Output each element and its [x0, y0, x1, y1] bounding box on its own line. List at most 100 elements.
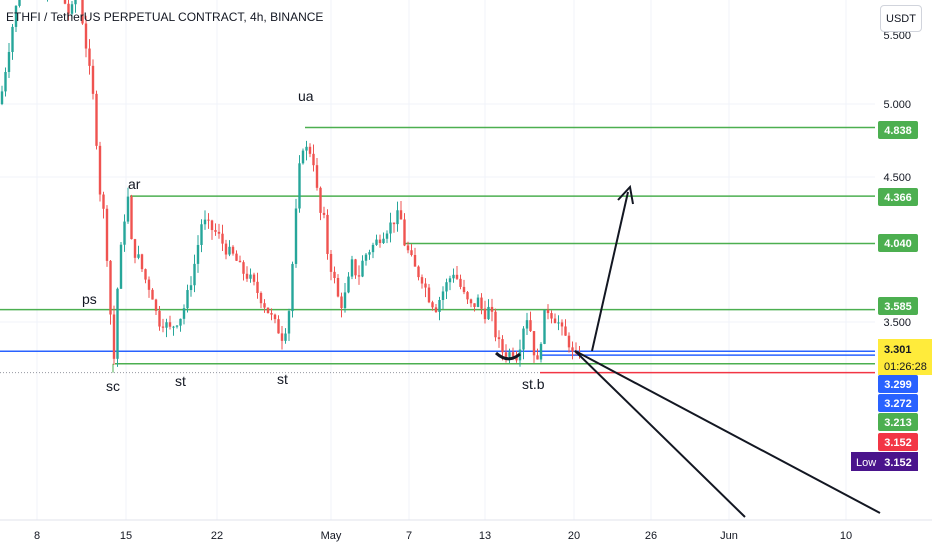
candle-down: [466, 292, 469, 300]
candle-up: [74, 0, 77, 5]
candle-down: [564, 326, 567, 336]
currency-button[interactable]: USDT: [880, 5, 922, 32]
candle-up: [301, 150, 305, 164]
y-tick-label: 4.500: [883, 172, 911, 184]
candle-down: [133, 239, 137, 258]
candle-down: [315, 165, 319, 188]
candle-down: [504, 352, 508, 357]
candle-up: [525, 320, 529, 329]
candle-up: [438, 300, 441, 312]
candle-up: [123, 221, 126, 245]
candle-down: [410, 250, 413, 256]
candle-up: [361, 260, 364, 277]
candle-up: [165, 322, 168, 328]
candle-up: [343, 292, 347, 308]
candle-down: [403, 219, 406, 246]
candle-up: [175, 325, 179, 327]
candle-down: [322, 212, 326, 215]
candlestick-series: [0, 0, 581, 367]
time-axis[interactable]: 8 15 22 May 7 13 20 26 Jun 10: [0, 519, 932, 542]
x-tick-label: 22: [211, 530, 223, 542]
candle-up: [368, 252, 371, 255]
x-tick-label: May: [321, 530, 342, 542]
candle-down: [259, 292, 263, 304]
candle-down: [571, 347, 574, 352]
candle-down: [413, 255, 417, 267]
candle-up: [445, 282, 448, 292]
candle-up: [249, 274, 252, 279]
candle-down: [102, 194, 105, 209]
candle-down: [494, 311, 497, 338]
candle-down: [95, 93, 98, 146]
price-label-3152: 3.152: [884, 437, 912, 449]
candle-up: [70, 4, 74, 14]
annotation-ar: ar: [128, 176, 141, 192]
candle-down: [424, 283, 427, 288]
candle-up: [119, 244, 123, 289]
candle-down: [214, 230, 217, 232]
candle-down: [277, 319, 280, 334]
up-arrow-line: [591, 191, 629, 352]
candle-up: [364, 254, 368, 261]
candle-down: [130, 196, 133, 240]
candle-down: [480, 297, 483, 309]
candle-down: [455, 274, 459, 279]
price-labels: 4.838 4.366 4.040 3.585 3.301 01:26:28 3.299 3.…: [851, 121, 932, 471]
candle-up: [539, 343, 543, 360]
down-trend-line-1: [574, 350, 746, 518]
candle-up: [291, 263, 294, 312]
candle-down: [459, 278, 462, 287]
price-label-3213-bg: [878, 413, 918, 431]
candle-down: [536, 355, 539, 360]
candle-down: [529, 320, 532, 332]
candle-down: [112, 314, 116, 359]
candle-up: [284, 333, 287, 341]
candle-down: [417, 266, 420, 278]
candle-down: [354, 259, 357, 276]
candle-down: [333, 271, 336, 278]
candle-up: [126, 196, 130, 222]
candle-up: [186, 290, 189, 309]
up-arrow-head: [617, 184, 634, 205]
candle-up: [193, 263, 196, 286]
candle-down: [168, 322, 172, 327]
candle-down: [273, 314, 277, 320]
annotation-st: st: [277, 371, 288, 387]
candle-up: [347, 276, 350, 293]
candle-down: [88, 48, 91, 66]
candle-down: [483, 308, 487, 320]
candle-down: [497, 337, 501, 340]
candle-down: [151, 289, 154, 300]
candle-down: [84, 23, 88, 49]
x-tick-label: 8: [34, 530, 40, 542]
candle-down: [462, 286, 466, 293]
annotation-st: st: [175, 373, 186, 389]
candle-down: [144, 269, 147, 280]
y-tick-label: 3.500: [883, 317, 911, 329]
candle-down: [161, 326, 165, 328]
candle-up: [7, 51, 11, 73]
candle-down: [431, 302, 434, 308]
price-axis[interactable]: 5.500 5.000 4.500 3.500: [883, 30, 911, 329]
annotation-st.b: st.b: [522, 376, 545, 392]
candle-up: [375, 239, 378, 245]
candle-up: [448, 278, 452, 283]
price-label-4838: 4.838: [884, 125, 912, 137]
candle-down: [550, 313, 553, 319]
candle-up: [371, 244, 375, 253]
price-label-4366: 4.366: [884, 192, 912, 204]
annotations: ps sc ar st st ua st.b: [82, 88, 545, 394]
candle-up: [396, 210, 399, 225]
candle-down: [67, 3, 70, 14]
price-label-3272-bg: [878, 394, 918, 412]
candle-down: [280, 333, 284, 341]
candle-down: [326, 214, 329, 254]
candle-down: [427, 287, 431, 303]
candle-down: [340, 296, 343, 308]
candle-up: [487, 306, 490, 320]
trend-drawings: [494, 184, 881, 518]
candle-up: [228, 246, 231, 255]
x-tick-label: Jun: [720, 530, 738, 542]
candle-up: [137, 254, 140, 258]
